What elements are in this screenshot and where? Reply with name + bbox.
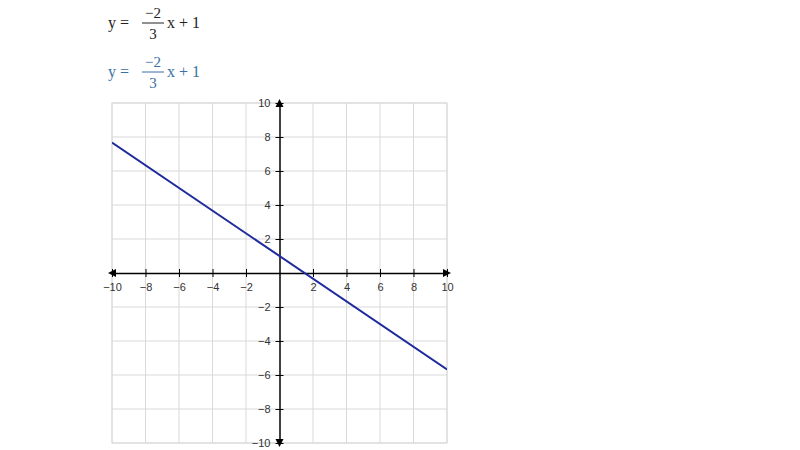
axis-arrows	[108, 99, 451, 447]
arrowhead	[443, 269, 451, 277]
equation-rhs: x + 1	[167, 14, 200, 31]
y-tick-mark	[276, 205, 284, 206]
y-tick-label: −6	[258, 369, 271, 381]
y-tick-label: 10	[258, 97, 270, 109]
y-tick: −2	[258, 301, 284, 313]
y-tick: −8	[258, 403, 284, 415]
x-tick: −6	[173, 269, 186, 293]
y-tick-label: −2	[258, 301, 271, 313]
y-tick: −4	[258, 335, 284, 347]
x-tick-label: −2	[240, 281, 253, 293]
x-tick-mark	[414, 269, 415, 277]
title: y = −2 3 x + 1	[108, 5, 200, 42]
equation-numerator: −2	[145, 5, 161, 21]
arrowhead	[276, 99, 284, 107]
series-line	[112, 143, 447, 370]
x-tick: −2	[240, 269, 253, 293]
x-tick-mark	[313, 269, 314, 277]
x-tick-mark	[179, 269, 180, 277]
y-axis-line	[279, 104, 281, 444]
plot-area	[112, 143, 447, 370]
x-tick-mark	[347, 269, 348, 277]
x-tick-label: 6	[377, 281, 383, 293]
y-tick: −6	[258, 369, 284, 381]
y-tick-mark	[276, 307, 284, 308]
equation-lhs: y =	[108, 14, 129, 32]
x-tick-label: −8	[140, 281, 153, 293]
y-tick-label: 2	[264, 233, 270, 245]
x-tick-mark	[213, 269, 214, 277]
y-tick: −10	[252, 437, 284, 449]
grid	[112, 103, 447, 443]
x-tick: 10	[441, 269, 453, 293]
equation-denominator: 3	[149, 26, 157, 42]
y-tick: 6	[264, 165, 283, 177]
y-tick-mark	[276, 137, 284, 138]
fraction-bar	[142, 23, 164, 24]
y-tick: 8	[264, 131, 283, 143]
y-tick-mark	[276, 239, 284, 240]
x-tick-label: 4	[344, 281, 350, 293]
x-tick-mark	[146, 269, 147, 277]
legend-entry: y = −2 3 x + 1	[108, 54, 200, 91]
x-tick: −10	[103, 269, 122, 293]
x-tick: 8	[411, 269, 417, 293]
x-tick-mark	[380, 269, 381, 277]
y-tick-label: −8	[258, 403, 271, 415]
equation-denominator: 3	[149, 75, 157, 91]
equation-numerator: −2	[145, 54, 161, 70]
y-tick-label: 4	[264, 199, 270, 211]
y-tick: 4	[264, 199, 283, 211]
y-tick-label: −10	[252, 437, 271, 449]
x-axis: −10 −8 −6 −4 −2 2 4 6 8 10	[103, 269, 453, 293]
y-tick: 2	[264, 233, 283, 245]
equation-rhs: x + 1	[167, 63, 200, 80]
x-tick-label: 2	[310, 281, 316, 293]
y-tick-mark	[276, 375, 284, 376]
y-axis: −10 −8 −6 −4 −2 2 4 6 8 10	[252, 97, 284, 449]
x-tick: −8	[140, 269, 153, 293]
x-tick: 4	[344, 269, 350, 293]
x-tick-label: 8	[411, 281, 417, 293]
y-tick-label: 8	[264, 131, 270, 143]
y-tick: 10	[258, 97, 283, 109]
fraction-bar	[142, 72, 164, 73]
arrowhead	[108, 269, 116, 277]
plot-frame	[112, 103, 447, 443]
y-tick-label: 6	[264, 165, 270, 177]
x-tick: 6	[377, 269, 383, 293]
x-tick-label: −4	[207, 281, 220, 293]
x-tick-mark	[246, 269, 247, 277]
x-tick: −4	[207, 269, 220, 293]
equation-lhs: y =	[108, 63, 129, 81]
y-tick-label: −4	[258, 335, 271, 347]
y-tick-mark	[276, 341, 284, 342]
x-tick-label: −6	[173, 281, 186, 293]
arrowhead	[276, 439, 284, 447]
x-tick-label: −10	[103, 281, 122, 293]
y-tick-mark	[276, 171, 284, 172]
y-tick-mark	[276, 409, 284, 410]
x-tick-label: 10	[441, 281, 453, 293]
